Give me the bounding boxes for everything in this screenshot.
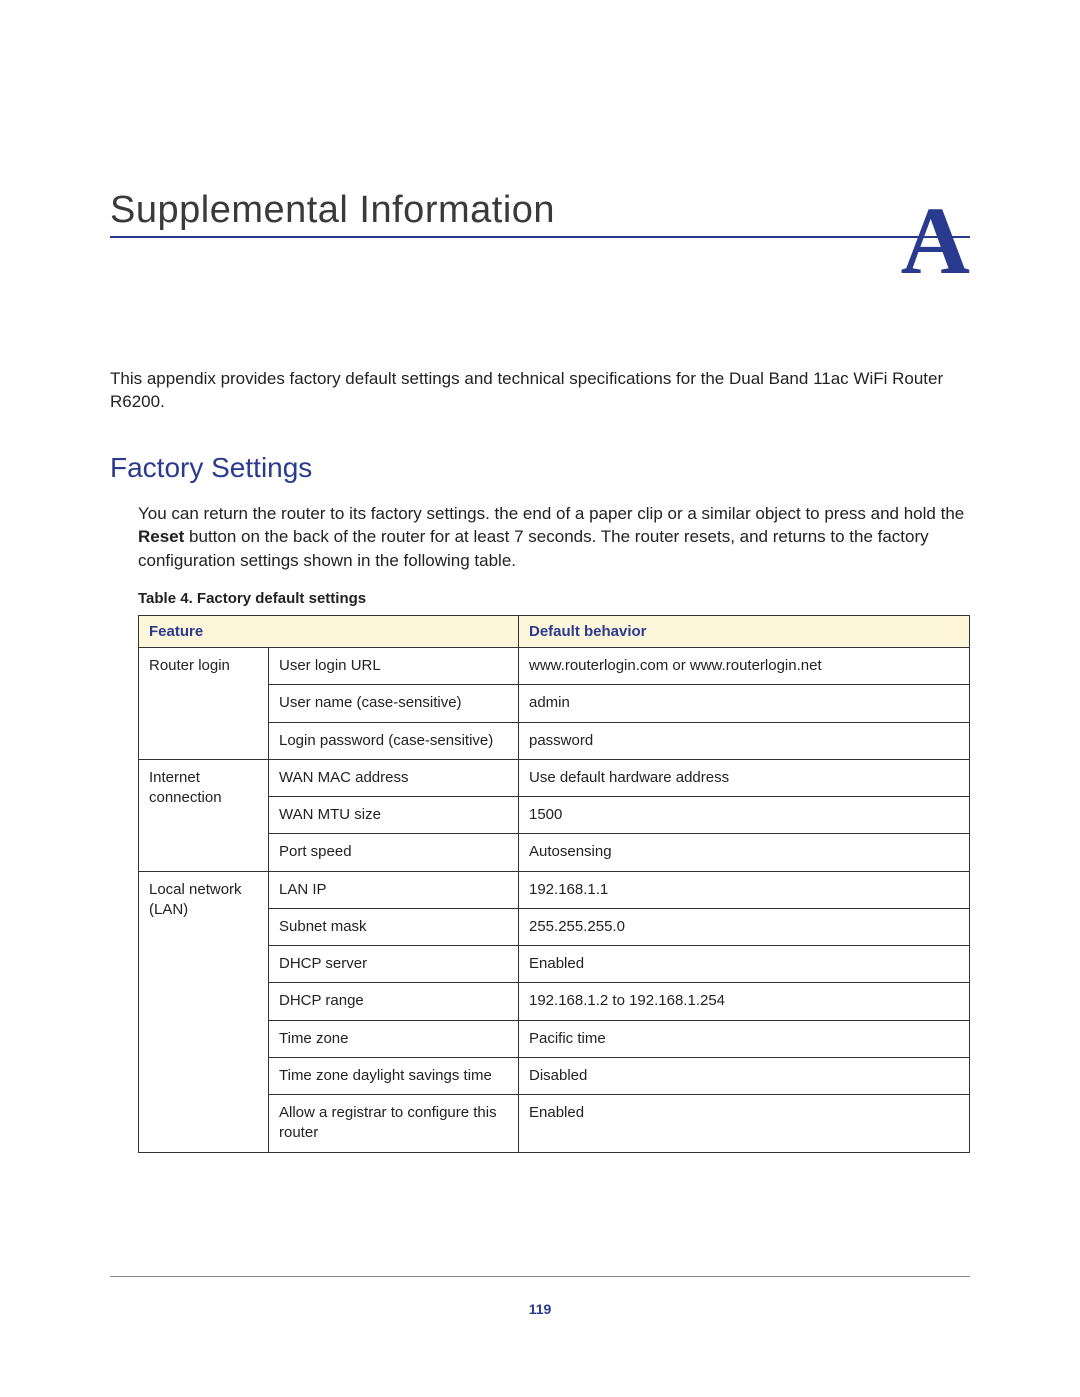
table-value-cell: Autosensing (519, 834, 970, 871)
table-group-label: Internet connection (139, 759, 269, 871)
table-value-cell: 255.255.255.0 (519, 908, 970, 945)
table-header-default: Default behavior (519, 616, 970, 648)
table-value-cell: Use default hardware address (519, 759, 970, 796)
table-value-cell: Enabled (519, 1095, 970, 1153)
reset-bold: Reset (138, 527, 184, 546)
table-value-cell: 192.168.1.2 to 192.168.1.254 (519, 983, 970, 1020)
table-setting-cell: Port speed (269, 834, 519, 871)
table-value-cell: admin (519, 685, 970, 722)
intro-paragraph: This appendix provides factory default s… (110, 368, 970, 414)
page-number: 119 (0, 1301, 1080, 1317)
table-value-cell: 192.168.1.1 (519, 871, 970, 908)
factory-defaults-table: Feature Default behavior Router loginUse… (138, 615, 970, 1153)
table-row: Internet connectionWAN MAC addressUse de… (139, 759, 970, 796)
table-header-feature: Feature (139, 616, 519, 648)
table-value-cell: www.routerlogin.com or www.routerlogin.n… (519, 648, 970, 685)
table-value-cell: 1500 (519, 797, 970, 834)
table-setting-cell: User login URL (269, 648, 519, 685)
table-value-cell: Pacific time (519, 1020, 970, 1057)
table-setting-cell: Allow a registrar to configure this rout… (269, 1095, 519, 1153)
section-title-factory-settings: Factory Settings (110, 452, 970, 484)
table-setting-cell: DHCP range (269, 983, 519, 1020)
table-setting-cell: Time zone daylight savings time (269, 1057, 519, 1094)
table-setting-cell: LAN IP (269, 871, 519, 908)
table-value-cell: Enabled (519, 946, 970, 983)
table-value-cell: password (519, 722, 970, 759)
table-setting-cell: Subnet mask (269, 908, 519, 945)
footer-rule (110, 1276, 970, 1277)
table-value-cell: Disabled (519, 1057, 970, 1094)
table-setting-cell: User name (case-sensitive) (269, 685, 519, 722)
table-row: Router loginUser login URLwww.routerlogi… (139, 648, 970, 685)
factory-settings-paragraph: You can return the router to its factory… (138, 502, 970, 572)
table-setting-cell: Time zone (269, 1020, 519, 1057)
appendix-letter: A (901, 207, 970, 274)
table-setting-cell: WAN MTU size (269, 797, 519, 834)
table-setting-cell: Login password (case-sensitive) (269, 722, 519, 759)
table-setting-cell: WAN MAC address (269, 759, 519, 796)
table-setting-cell: DHCP server (269, 946, 519, 983)
para-text-before: You can return the router to its factory… (138, 504, 964, 523)
table-caption: Table 4. Factory default settings (138, 590, 970, 607)
table-row: Local network (LAN)LAN IP192.168.1.1 (139, 871, 970, 908)
table-header-row: Feature Default behavior (139, 616, 970, 648)
table-group-label: Local network (LAN) (139, 871, 269, 1152)
para-text-after: button on the back of the router for at … (138, 527, 929, 569)
table-group-label: Router login (139, 648, 269, 760)
chapter-title: Supplemental Information (110, 190, 555, 232)
chapter-header: Supplemental Information A (110, 190, 970, 238)
